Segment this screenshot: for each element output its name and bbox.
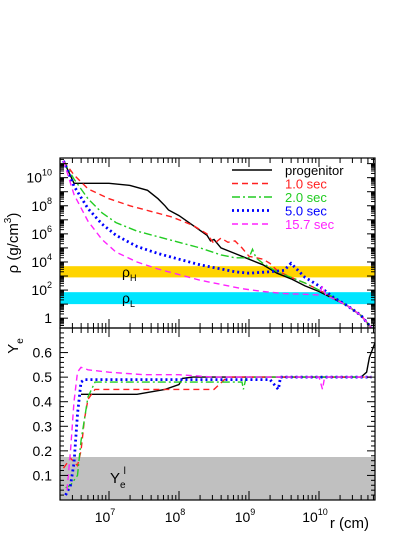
density-line-3: [62, 160, 373, 328]
band-label-ye-l: Yel: [110, 466, 126, 491]
band-H: [60, 266, 375, 278]
legend-label-2: 2.0 sec: [285, 190, 327, 205]
density-line-2: [62, 160, 373, 328]
density-axis-label: ρ (g/cm3): [3, 213, 22, 274]
density-ytick-label: 1010: [26, 168, 52, 186]
r-axis-label: r (cm): [330, 515, 369, 532]
legend-label-3: 5.0 sec: [285, 204, 327, 219]
ye-frame: [59, 327, 376, 501]
density-ytick-label: 108: [31, 196, 52, 214]
ye-xtick-label: 1010: [302, 507, 328, 525]
legend-label-0: progenitor: [285, 163, 344, 178]
density-panel: ρH ρL 1 102 104 106 108 1010: [26, 157, 376, 329]
density-ytick-label: 102: [31, 280, 52, 298]
band-ye-l: [60, 457, 375, 500]
band-label-H: ρH: [122, 264, 136, 283]
ye-line-4: [66, 366, 372, 491]
ye-line-1: [62, 376, 368, 469]
ye-ytick-label: 0.2: [33, 443, 53, 459]
ye-line-2: [65, 376, 372, 489]
legend-label-4: 15.7 sec: [285, 217, 335, 232]
ye-panel: Yel 0.1 0.2 0.3 0.4 0.5 0.6 107 108 109 1010: [33, 327, 376, 525]
ye-line-0: [81, 342, 375, 395]
ye-series: [62, 342, 375, 496]
band-L: [60, 292, 375, 305]
band-label-L: ρL: [122, 290, 135, 309]
density-ytick-label: 106: [31, 224, 52, 242]
ye-ytick-label: 0.5: [33, 369, 53, 385]
ye-ytick-label: 0.4: [33, 394, 53, 410]
ye-ytick-label: 0.6: [33, 345, 53, 361]
ye-xtick-label: 109: [235, 507, 256, 525]
density-line-4: [62, 160, 373, 328]
ye-ytick-label: 0.3: [33, 418, 53, 434]
ye-axis-label: Ye: [5, 338, 26, 354]
ye-ytick-label: 0.1: [33, 467, 53, 483]
density-ytick-label: 104: [31, 252, 52, 270]
ye-xtick-label: 107: [95, 507, 116, 525]
ye-xtick-label: 108: [165, 507, 186, 525]
legend-label-1: 1.0 sec: [285, 177, 327, 192]
axis-labels: ρ (g/cm3) Ye r (cm): [3, 213, 369, 532]
density-ytick-label: 1: [44, 310, 52, 326]
density-series: [62, 160, 373, 328]
